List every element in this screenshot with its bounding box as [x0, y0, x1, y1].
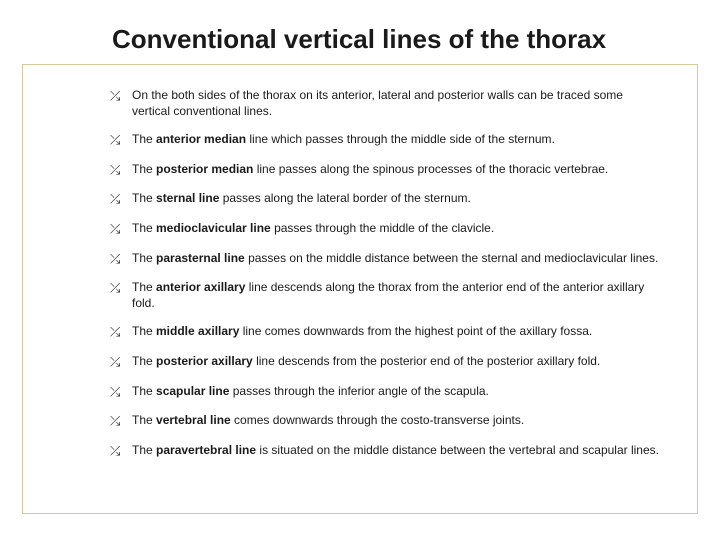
- bullet-marker-icon: ⤰: [110, 412, 132, 430]
- bullet-text: The posterior median line passes along t…: [132, 161, 662, 177]
- bullet-item: ⤰The paravertebral line is situated on t…: [110, 442, 662, 460]
- bullet-item: ⤰The parasternal line passes on the midd…: [110, 250, 662, 268]
- bullet-marker-icon: ⤰: [110, 323, 132, 341]
- bullet-item: ⤰On the both sides of the thorax on its …: [110, 87, 662, 119]
- bullet-text: The anterior axillary line descends alon…: [132, 279, 662, 311]
- content-wrap: Conventional vertical lines of the thora…: [48, 24, 672, 459]
- bullet-item: ⤰The posterior axillary line descends fr…: [110, 353, 662, 371]
- bullet-item: ⤰The scapular line passes through the in…: [110, 383, 662, 401]
- bullet-item: ⤰The anterior axillary line descends alo…: [110, 279, 662, 311]
- slide-title: Conventional vertical lines of the thora…: [112, 24, 672, 55]
- slide: Conventional vertical lines of the thora…: [0, 0, 720, 540]
- bullet-marker-icon: ⤰: [110, 279, 132, 297]
- bullet-marker-icon: ⤰: [110, 383, 132, 401]
- bullet-text: The vertebral line comes downwards throu…: [132, 412, 662, 428]
- bullet-marker-icon: ⤰: [110, 442, 132, 460]
- bullet-text: The medioclavicular line passes through …: [132, 220, 662, 236]
- bullet-text: The posterior axillary line descends fro…: [132, 353, 662, 369]
- bullet-item: ⤰The sternal line passes along the later…: [110, 190, 662, 208]
- bullet-text: On the both sides of the thorax on its a…: [132, 87, 662, 119]
- bullet-text: The sternal line passes along the latera…: [132, 190, 662, 206]
- bullet-text: The anterior median line which passes th…: [132, 131, 662, 147]
- bullet-marker-icon: ⤰: [110, 161, 132, 179]
- bullet-marker-icon: ⤰: [110, 190, 132, 208]
- bullet-text: The paravertebral line is situated on th…: [132, 442, 662, 458]
- bullet-list: ⤰On the both sides of the thorax on its …: [110, 87, 662, 459]
- bullet-text: The parasternal line passes on the middl…: [132, 250, 662, 266]
- bullet-item: ⤰The posterior median line passes along …: [110, 161, 662, 179]
- bullet-marker-icon: ⤰: [110, 220, 132, 238]
- bullet-item: ⤰The anterior median line which passes t…: [110, 131, 662, 149]
- bullet-text: The middle axillary line comes downwards…: [132, 323, 662, 339]
- bullet-marker-icon: ⤰: [110, 131, 132, 149]
- bullet-marker-icon: ⤰: [110, 250, 132, 268]
- bullet-item: ⤰The medioclavicular line passes through…: [110, 220, 662, 238]
- bullet-item: ⤰The middle axillary line comes downward…: [110, 323, 662, 341]
- bullet-marker-icon: ⤰: [110, 87, 132, 105]
- bullet-marker-icon: ⤰: [110, 353, 132, 371]
- bullet-item: ⤰The vertebral line comes downwards thro…: [110, 412, 662, 430]
- bullet-text: The scapular line passes through the inf…: [132, 383, 662, 399]
